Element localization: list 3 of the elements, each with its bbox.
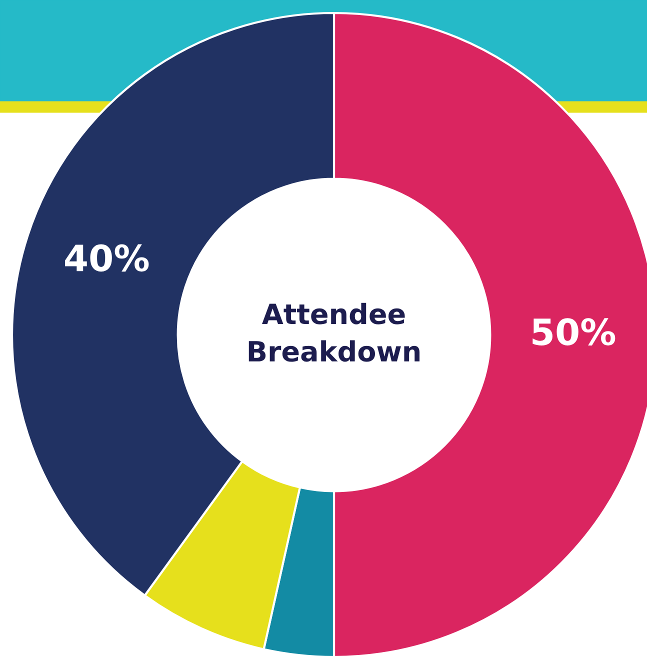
text: Attendee Breakdown — [248, 302, 420, 362]
data-label: 40% — [65, 244, 149, 272]
data-label: 50% — [532, 318, 616, 346]
